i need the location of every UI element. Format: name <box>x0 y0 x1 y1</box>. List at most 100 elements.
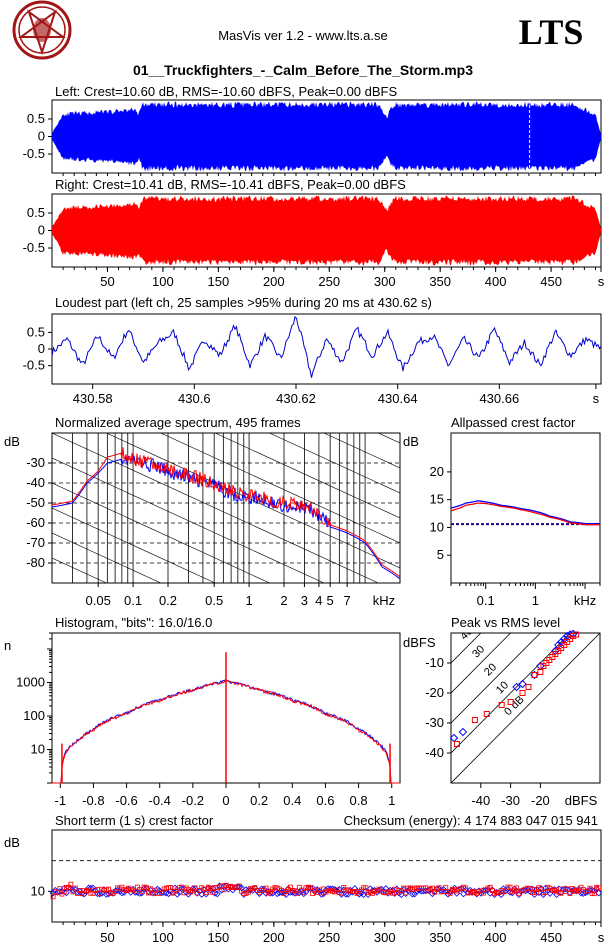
x-tick-label: s <box>598 274 605 289</box>
x-tick-label: 430.62 <box>276 391 316 406</box>
short-crest-point <box>207 886 214 894</box>
y-tick-label: -0.5 <box>23 358 45 373</box>
short-crest-point <box>294 891 300 896</box>
crest-diagonal <box>451 633 541 724</box>
x-tick-label: 5 <box>327 593 334 608</box>
x-tick-label: 300 <box>374 274 396 289</box>
x-tick-label: 0.2 <box>250 793 268 808</box>
loudest-part-chart: 0.5 0 -0.5 430.58 430.6 430.62 430.64 430.66 s <box>23 313 602 406</box>
short-crest-point <box>539 891 547 899</box>
x-tick-label: 50 <box>100 930 114 945</box>
short-crest-point <box>371 887 379 894</box>
y-tick-label: -30 <box>425 715 444 730</box>
x-tick-label: s <box>593 391 600 406</box>
x-tick-label: 1 <box>388 793 395 808</box>
short-crest-point <box>363 885 369 891</box>
y-tick-label: -60 <box>26 515 45 530</box>
allpass-plot-frame <box>450 432 601 584</box>
x-tick-label: 0.2 <box>159 593 177 608</box>
x-tick-label: 430.64 <box>378 391 418 406</box>
short-crest-point <box>511 885 518 893</box>
brand-logo: LTS <box>519 12 584 52</box>
short-crest-point <box>198 891 206 898</box>
short-crest-point <box>440 885 447 893</box>
x-tick-label: -0.2 <box>182 793 204 808</box>
short-crest-point <box>179 884 185 890</box>
y-tick-label: 0 <box>38 129 45 144</box>
y-tick-label: 10 <box>31 741 45 756</box>
short-crest-point <box>76 888 84 895</box>
x-tick-label: 0.05 <box>86 593 111 608</box>
right-waveform-chart: 0.5 0 -0.5 50 100 150 200 250 300 350 400 450 s <box>23 193 605 289</box>
short-crest-point <box>139 889 145 895</box>
x-tick-label: 350 <box>429 930 451 945</box>
short-crest-point <box>429 890 436 898</box>
short-crest-point <box>462 886 470 894</box>
x-tick-label: 3 <box>301 593 308 608</box>
short-crest-point <box>358 889 365 897</box>
peak-rms-xlabel: dBFS <box>565 793 598 808</box>
short-crest-point <box>249 886 257 894</box>
x-tick-label: 1 <box>245 593 252 608</box>
short-crest-plot-frame <box>51 829 602 923</box>
allpass-title: Allpassed crest factor <box>451 415 576 430</box>
peak-rms-point <box>525 684 532 690</box>
spectrum-plot-frame <box>51 432 401 584</box>
crest-diagonal <box>451 633 512 694</box>
short-crest-point <box>148 886 154 892</box>
short-crest-point <box>216 882 223 890</box>
histogram-title: Histogram, "bits": 16.0/16.0 <box>55 615 212 630</box>
x-tick-label: 250 <box>318 930 340 945</box>
x-tick-label: 200 <box>263 930 285 945</box>
short-crest-point <box>507 884 513 890</box>
waveform-envelope <box>52 101 601 172</box>
short-crest-point <box>301 890 307 895</box>
allpass-crest-chart: 20 15 10 5 0.1 1 kHz dB <box>403 432 601 608</box>
y-tick-label: 0.5 <box>27 111 45 126</box>
peak-rms-point <box>458 727 468 737</box>
x-tick-label: kHz <box>574 593 596 608</box>
x-tick-label: 100 <box>152 274 174 289</box>
x-tick-label: s <box>598 930 605 945</box>
short-crest-point <box>558 890 564 896</box>
short-crest-point <box>143 885 149 890</box>
short-crest-point <box>404 887 412 895</box>
x-tick-label: 150 <box>208 930 230 945</box>
x-tick-label: 100 <box>152 930 174 945</box>
y-tick-label: -70 <box>26 535 45 550</box>
short-crest-point <box>181 890 187 896</box>
short-crest-point <box>72 885 78 891</box>
short-crest-point <box>565 886 571 892</box>
y-tick-label: 0.5 <box>27 205 45 220</box>
y-tick-label: 0 <box>38 341 45 356</box>
x-tick-label: 400 <box>485 930 507 945</box>
checksum: Checksum (energy): 4 174 883 047 015 941 <box>344 813 598 828</box>
x-tick-label: -20 <box>531 793 550 808</box>
x-tick-label: -0.8 <box>82 793 104 808</box>
peak-rms-point <box>471 717 478 723</box>
allpass-series-line <box>450 502 600 526</box>
short-crest-point <box>153 885 161 893</box>
short-crest-chart: 10 50 100 150 200 250 300 350 400 450 s dB <box>4 829 605 945</box>
x-tick-label: 150 <box>208 274 230 289</box>
peak-rms-point <box>573 631 580 638</box>
short-crest-point <box>156 887 163 895</box>
short-crest-point <box>435 885 443 893</box>
x-tick-label: 0 <box>222 793 229 808</box>
peak-rms-point <box>449 733 459 743</box>
short-crest-point <box>68 881 74 887</box>
logo <box>12 0 72 60</box>
loudest-title: Loudest part (left ch, 25 samples >95% d… <box>55 295 432 310</box>
x-tick-label: 50 <box>100 274 114 289</box>
short-crest-point <box>567 891 573 896</box>
peak-rms-point <box>512 682 521 692</box>
y-tick-label: -40 <box>425 745 444 760</box>
x-tick-label: -0.6 <box>115 793 137 808</box>
peak-rms-point <box>562 631 572 641</box>
short-crest-point <box>131 888 139 896</box>
crest-diagonal <box>451 633 571 754</box>
short-crest-point <box>221 887 227 893</box>
peak-rms-point <box>483 711 490 717</box>
spectrum-chart: -30 -40 -50 -60 -70 -80 0.05 0.1 0.2 0.5 1 2 3 4 5 7 dB… <box>4 432 401 608</box>
